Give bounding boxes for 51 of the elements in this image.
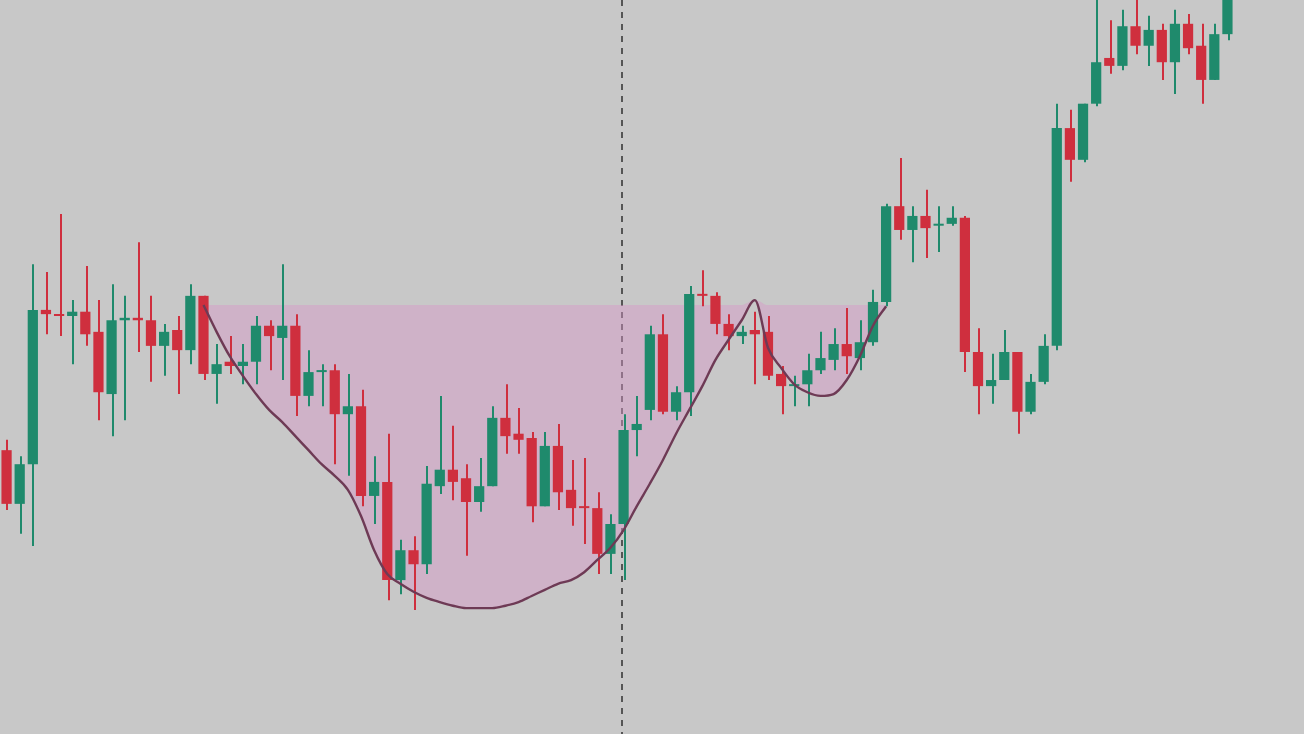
candlestick (710, 291, 721, 336)
candlestick (1130, 0, 1141, 56)
candlestick (1104, 19, 1115, 75)
candlestick (14, 455, 25, 535)
candlestick (1209, 22, 1220, 81)
candlestick (1222, 0, 1233, 42)
candlestick (40, 271, 52, 336)
candlestick (67, 299, 78, 366)
candlestick (250, 314, 262, 386)
candlestick (749, 310, 760, 386)
candlestick (697, 269, 708, 308)
candlestick (670, 385, 682, 422)
candlestick (303, 349, 314, 408)
candlestick (946, 205, 957, 227)
candlestick (211, 343, 222, 405)
candlestick (736, 324, 747, 346)
candlestick (474, 457, 485, 513)
candlestick (172, 314, 183, 396)
candlestick (1143, 14, 1154, 67)
candlestick (986, 352, 997, 405)
candlestick (1156, 22, 1167, 81)
candlestick (342, 372, 353, 477)
candlestick (972, 327, 984, 416)
candlestick (1038, 333, 1049, 386)
candlestick (395, 538, 406, 596)
candlestick (605, 513, 616, 576)
candlestick (907, 205, 918, 264)
candlestick (999, 329, 1010, 382)
candlestick (802, 352, 813, 408)
candlestick (592, 491, 603, 576)
candlestick (53, 213, 65, 338)
candlestick (145, 294, 157, 383)
candlestick (237, 343, 248, 386)
candlestick (1169, 8, 1181, 95)
candlestick (408, 535, 419, 611)
candlestick (1064, 108, 1076, 183)
candlestick (894, 156, 905, 241)
candlestick (723, 313, 734, 352)
candlestick (316, 363, 327, 408)
candlestick (277, 263, 288, 382)
candlestick (264, 319, 275, 372)
candlestick (1117, 8, 1128, 72)
candlestick (158, 322, 170, 377)
candlestick (369, 455, 380, 525)
candlestick (1091, 0, 1102, 108)
candlestick (329, 363, 340, 466)
candlestick (933, 205, 944, 253)
candlestick (841, 307, 852, 375)
candlestick (631, 394, 642, 458)
candlestick (1025, 372, 1036, 416)
candlestick (920, 188, 931, 260)
